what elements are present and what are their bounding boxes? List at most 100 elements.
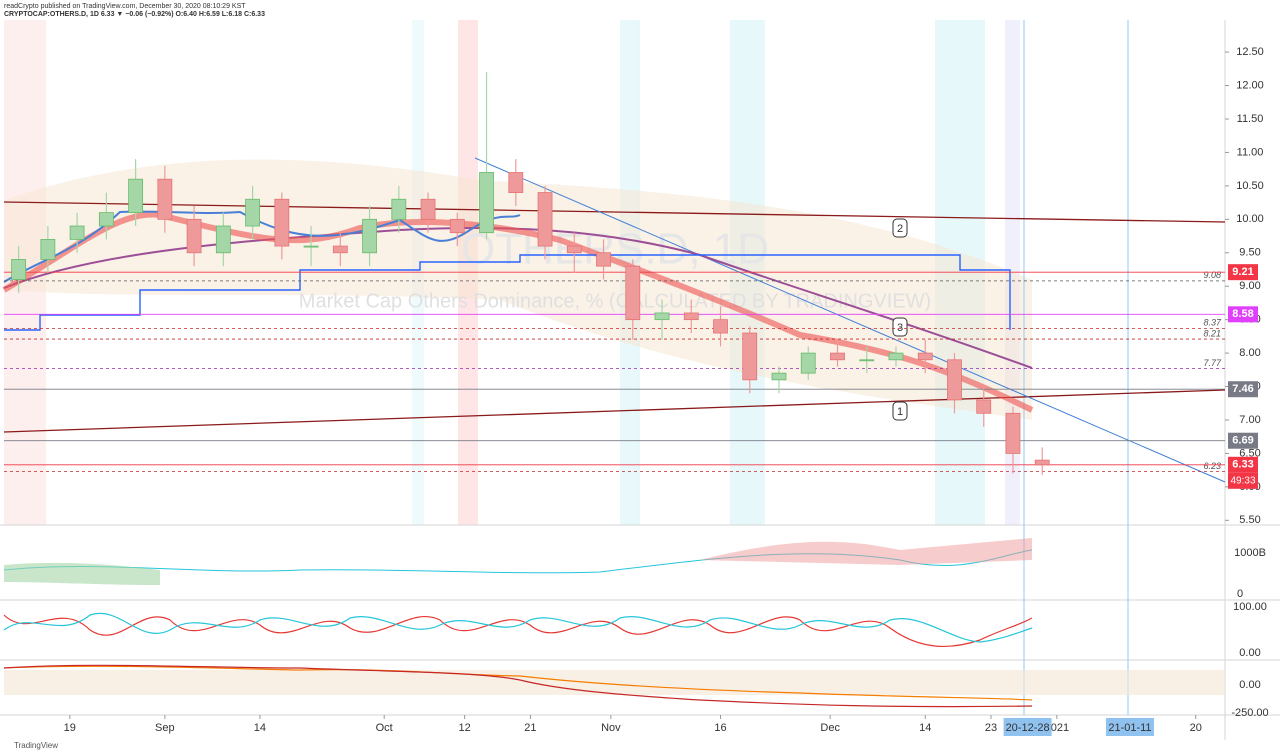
y-tick-label: 9.00 xyxy=(1239,280,1260,292)
candle-body xyxy=(771,372,787,381)
x-tick-label: 23 xyxy=(985,722,997,734)
countdown: 49:33 xyxy=(1230,475,1255,486)
candle-body xyxy=(947,359,962,401)
osc-label: 100.00 xyxy=(1233,601,1267,613)
candle-body xyxy=(800,352,816,374)
indicator-area xyxy=(4,562,160,585)
y-tick-label: 7.00 xyxy=(1239,414,1260,426)
y-tick-label: 11.50 xyxy=(1237,113,1264,125)
price-label: 8.58 xyxy=(1232,308,1253,320)
x-tick-label: 14 xyxy=(254,722,266,734)
marker xyxy=(892,218,908,238)
price-badge xyxy=(1228,432,1258,449)
price-badge xyxy=(1228,381,1258,398)
x-tick-label: 21 xyxy=(524,722,536,734)
price-label: 6.33 xyxy=(1232,459,1253,471)
candle-body xyxy=(332,245,348,254)
y-tick-label: 10.00 xyxy=(1236,213,1264,225)
oscillator xyxy=(3,612,1033,643)
y-tick-label: 11.00 xyxy=(1237,146,1264,158)
x-tick-label: 12 xyxy=(458,722,470,734)
x-tick-label: Dec xyxy=(820,722,840,734)
volume-label: 1000B xyxy=(1234,547,1266,559)
level-label: 8.21 xyxy=(1203,328,1221,338)
y-tick-label: 6.50 xyxy=(1239,447,1260,459)
candle-body xyxy=(859,359,875,362)
candle-body xyxy=(742,332,758,381)
candle-body xyxy=(537,192,553,247)
level-label: 9.08 xyxy=(1203,270,1221,280)
x-tick-label: Oct xyxy=(376,722,393,734)
indicator-area xyxy=(700,538,1032,565)
candle-body xyxy=(128,178,144,214)
candle-body xyxy=(274,198,290,247)
moving-average xyxy=(3,227,1033,369)
x-tick-label: 19 xyxy=(64,722,76,734)
x-tick-label: 20 xyxy=(1190,722,1202,734)
candle-body xyxy=(362,218,377,254)
x-tick-label: 16 xyxy=(714,722,726,734)
candle-body xyxy=(713,319,728,334)
trend-line xyxy=(3,389,1226,433)
markers: 2 3 1 xyxy=(892,218,908,421)
candle-body xyxy=(1005,412,1021,454)
osc-label: 0.00 xyxy=(1239,647,1260,659)
y-tick-label: 10.50 xyxy=(1236,180,1264,192)
price-badge xyxy=(1228,264,1258,281)
footer: TradingView xyxy=(14,741,58,750)
candle-body xyxy=(976,399,992,414)
x-tick-label: 14 xyxy=(919,722,931,734)
volume-label: 0 xyxy=(1237,588,1243,600)
x-tick-label: Nov xyxy=(601,722,621,734)
candle-body xyxy=(596,252,611,267)
date-badge-label: 21-01-11 xyxy=(1108,722,1151,734)
trend-indicator xyxy=(3,665,1033,701)
price-label: 7.46 xyxy=(1232,383,1253,395)
candle-body xyxy=(40,238,56,260)
trend-label: 0.00 xyxy=(1239,679,1260,691)
trend-line xyxy=(3,201,1226,223)
candle-body xyxy=(449,218,465,234)
candle-body xyxy=(215,225,231,254)
moving-average xyxy=(3,210,521,283)
trend-indicator xyxy=(3,664,1033,708)
x-tick-label: Sep xyxy=(155,722,175,734)
marker xyxy=(892,317,908,337)
level-label: 8.37 xyxy=(1203,318,1222,328)
candle-body xyxy=(830,352,845,361)
price-badge xyxy=(1228,456,1258,473)
trend-line xyxy=(474,157,1226,483)
y-tick-label: 9.50 xyxy=(1239,247,1260,259)
candle-body xyxy=(479,172,494,234)
candle-body xyxy=(391,198,407,220)
level-label: 7.77 xyxy=(1203,358,1222,368)
candle-body xyxy=(420,198,436,220)
level-label: 6.23 xyxy=(1203,461,1221,471)
candle-body xyxy=(157,178,173,220)
trend-zone xyxy=(4,670,1225,695)
candle-body xyxy=(1034,459,1050,466)
cloud xyxy=(4,159,1032,420)
price-badge xyxy=(1228,306,1258,323)
y-tick-label: 12.00 xyxy=(1236,79,1264,91)
watermark-subtitle: Market Cap Others Dominance, % (CALCULAT… xyxy=(299,290,931,312)
date-badge-label: 20-12-28 xyxy=(1006,722,1050,734)
baseline xyxy=(4,254,1011,331)
candle-body xyxy=(654,312,670,321)
marker xyxy=(892,401,908,421)
date-badge xyxy=(1003,718,1052,736)
marker-label: 1 xyxy=(897,406,903,418)
candle-body xyxy=(917,352,933,361)
marker-label: 2 xyxy=(897,223,903,235)
y-tick-label: 12.50 xyxy=(1236,46,1264,58)
candle-body xyxy=(11,259,27,280)
candle-body xyxy=(508,172,524,193)
symbol-line: CRYPTOCAP:OTHERS.D, 1D 6.33 ▼ −0.06 (−0.… xyxy=(4,11,265,18)
y-tick-label: 5.50 xyxy=(1239,514,1260,526)
candle-body xyxy=(566,245,582,254)
candle-body xyxy=(69,225,85,240)
countdown-badge xyxy=(1228,472,1258,489)
marker-label: 3 xyxy=(897,322,903,334)
